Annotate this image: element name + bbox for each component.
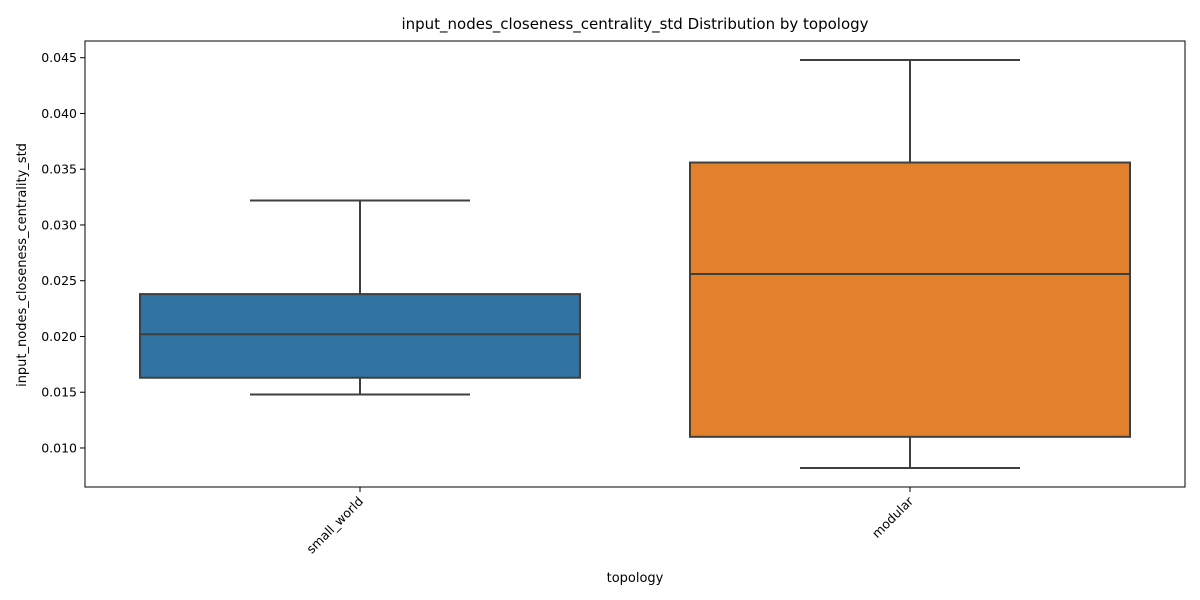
y-tick-label: 0.040 bbox=[41, 106, 77, 121]
y-tick-label: 0.020 bbox=[41, 329, 77, 344]
x-tick-label: small_world bbox=[303, 494, 366, 557]
y-tick-label: 0.015 bbox=[41, 385, 77, 400]
y-axis-label: input_nodes_closeness_centrality_std bbox=[15, 143, 30, 387]
box-modular bbox=[689, 161, 1131, 438]
y-tick-label: 0.030 bbox=[41, 217, 77, 232]
x-tick-label: modular bbox=[869, 493, 917, 541]
y-tick-label: 0.010 bbox=[41, 440, 77, 455]
y-tick-label: 0.045 bbox=[41, 50, 77, 65]
plot-area: 0.010 0.015 0.020 0.025 0.030 0.035 0.040 0.045… bbox=[41, 40, 1186, 557]
x-axis-label: topology bbox=[607, 571, 664, 586]
plot-frame bbox=[84, 40, 1186, 488]
y-tick-label: 0.035 bbox=[41, 162, 77, 177]
chart-title: input_nodes_closeness_centrality_std Dis… bbox=[401, 15, 868, 34]
box-small_world bbox=[139, 293, 581, 379]
y-tick-label: 0.025 bbox=[41, 273, 77, 288]
